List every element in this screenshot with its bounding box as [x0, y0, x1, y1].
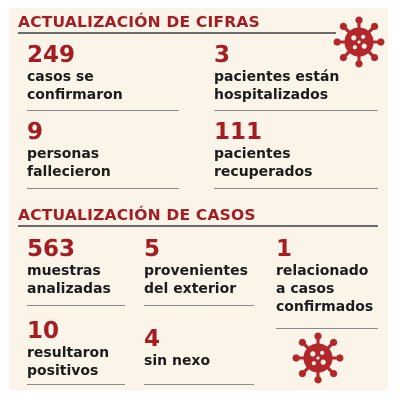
- stat-number: 5: [144, 236, 161, 262]
- stat-fallecidos: 9 personas fallecieron: [27, 119, 111, 181]
- stat-rule: [27, 305, 125, 306]
- stat-relacionado: 1 relacionado a casos confirmados: [276, 236, 373, 316]
- stat-number: 10: [27, 318, 60, 344]
- stat-rule: [276, 328, 378, 329]
- stat-hospitalizados: 3 pacientes están hospitalizados: [214, 42, 339, 104]
- virus-icon: [292, 332, 344, 384]
- stat-number: 4: [144, 326, 161, 352]
- stat-label: sin nexo: [144, 353, 211, 369]
- stat-number: 249: [27, 42, 76, 68]
- stat-label: resultaron positivos: [27, 345, 110, 379]
- stat-label: casos se confirmaron: [27, 69, 123, 103]
- stat-label: provenientes del exterior: [144, 263, 248, 297]
- stat-label: personas fallecieron: [27, 146, 111, 180]
- stat-number: 1: [276, 236, 293, 262]
- stat-number: 3: [214, 42, 231, 68]
- stat-sin-nexo: 4 sin nexo: [144, 326, 210, 370]
- stat-label: pacientes recuperados: [214, 146, 313, 180]
- casos-heading: ACTUALIZACIÓN DE CASOS: [18, 206, 256, 224]
- stat-label: muestras analizadas: [27, 263, 111, 297]
- stat-positivos: 10 resultaron positivos: [27, 318, 109, 380]
- stat-label: pacientes están hospitalizados: [214, 69, 340, 103]
- stat-rule: [27, 110, 179, 111]
- cifras-heading-rule: [18, 32, 336, 34]
- stat-number: 111: [214, 119, 263, 145]
- stat-casos-confirmados: 249 casos se confirmaron: [27, 42, 123, 104]
- stat-rule: [27, 188, 179, 189]
- stat-exterior: 5 provenientes del exterior: [144, 236, 248, 298]
- infographic-card: [9, 8, 388, 390]
- virus-icon: [333, 16, 385, 68]
- stat-recuperados: 111 pacientes recuperados: [214, 119, 313, 181]
- stat-rule: [144, 305, 254, 306]
- cifras-heading: ACTUALIZACIÓN DE CIFRAS: [18, 13, 260, 31]
- stat-rule: [214, 188, 378, 189]
- stat-number: 563: [27, 236, 76, 262]
- stat-muestras: 563 muestras analizadas: [27, 236, 111, 298]
- stat-number: 9: [27, 119, 44, 145]
- stat-rule: [144, 384, 254, 385]
- casos-heading-rule: [18, 225, 378, 227]
- stat-label: relacionado a casos confirmados: [276, 263, 374, 315]
- stat-rule: [214, 110, 378, 111]
- stat-rule: [27, 384, 125, 385]
